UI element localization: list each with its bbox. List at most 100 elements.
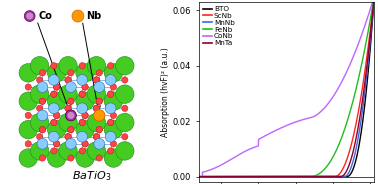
Circle shape: [39, 127, 46, 133]
Line: MnNb: MnNb: [199, 0, 374, 177]
Circle shape: [59, 142, 77, 160]
Circle shape: [76, 149, 94, 167]
Circle shape: [93, 134, 99, 140]
Circle shape: [37, 138, 48, 149]
Circle shape: [96, 98, 102, 104]
Circle shape: [37, 105, 43, 112]
MnTa: [282, 176, 286, 178]
FeNb: [367, 25, 371, 28]
Circle shape: [48, 75, 59, 85]
Circle shape: [122, 77, 128, 83]
Circle shape: [65, 77, 71, 83]
Circle shape: [65, 77, 71, 83]
Circle shape: [65, 134, 71, 140]
Circle shape: [47, 64, 66, 82]
Circle shape: [110, 84, 116, 90]
FeNb: [335, 148, 339, 150]
CoNb: [277, 128, 282, 130]
Circle shape: [51, 119, 57, 126]
CoNb: [367, 12, 372, 14]
Circle shape: [39, 98, 46, 104]
Circle shape: [68, 70, 74, 76]
Circle shape: [54, 141, 60, 147]
Circle shape: [93, 105, 99, 112]
Circle shape: [76, 120, 94, 139]
Circle shape: [94, 138, 105, 149]
Circle shape: [93, 105, 99, 112]
Circle shape: [82, 84, 88, 90]
Circle shape: [65, 138, 76, 149]
Circle shape: [37, 82, 48, 92]
Line: FeNb: FeNb: [199, 0, 374, 177]
Circle shape: [68, 155, 74, 161]
Circle shape: [59, 113, 77, 132]
Circle shape: [79, 63, 85, 69]
MnNb: [335, 176, 339, 178]
MnTa: [197, 176, 201, 178]
Circle shape: [59, 85, 77, 103]
Circle shape: [19, 120, 37, 139]
Circle shape: [104, 64, 123, 82]
Circle shape: [76, 64, 94, 82]
Circle shape: [68, 98, 74, 104]
ScNb: [205, 176, 210, 178]
Circle shape: [107, 91, 114, 97]
Circle shape: [47, 149, 66, 167]
Circle shape: [68, 127, 74, 133]
Circle shape: [93, 134, 99, 140]
BTO: [367, 60, 372, 63]
Circle shape: [107, 119, 114, 126]
Circle shape: [59, 56, 77, 75]
Circle shape: [68, 127, 74, 133]
Circle shape: [30, 56, 49, 75]
Circle shape: [65, 105, 71, 112]
Circle shape: [110, 141, 116, 147]
CoNb: [335, 89, 339, 92]
Circle shape: [51, 148, 57, 154]
Circle shape: [79, 119, 85, 126]
CoNb: [205, 170, 210, 172]
Circle shape: [25, 84, 31, 90]
Circle shape: [47, 92, 66, 110]
Circle shape: [110, 112, 116, 118]
Circle shape: [79, 91, 85, 97]
Circle shape: [87, 56, 105, 75]
Circle shape: [87, 113, 105, 132]
CoNb: [367, 12, 371, 14]
Circle shape: [30, 142, 49, 160]
Circle shape: [82, 112, 88, 118]
Circle shape: [105, 75, 116, 85]
Circle shape: [65, 110, 76, 121]
Circle shape: [51, 91, 57, 97]
Circle shape: [122, 105, 128, 112]
FeNb: [367, 25, 372, 27]
Line: CoNb: CoNb: [199, 0, 374, 177]
BTO: [367, 61, 371, 63]
Circle shape: [19, 149, 37, 167]
Circle shape: [76, 92, 94, 110]
MnNb: [282, 176, 286, 178]
Circle shape: [39, 98, 46, 104]
Circle shape: [54, 112, 60, 118]
Circle shape: [25, 141, 31, 147]
Line: ScNb: ScNb: [199, 0, 374, 177]
Circle shape: [116, 113, 134, 132]
Circle shape: [39, 70, 46, 76]
Circle shape: [54, 84, 60, 90]
Circle shape: [48, 131, 59, 142]
Circle shape: [54, 112, 60, 118]
Circle shape: [82, 84, 88, 90]
Circle shape: [104, 149, 123, 167]
BTO: [282, 176, 286, 178]
Circle shape: [37, 77, 43, 83]
Circle shape: [27, 13, 33, 19]
Circle shape: [30, 113, 49, 132]
Circle shape: [116, 85, 134, 103]
Circle shape: [68, 113, 74, 118]
Circle shape: [19, 92, 37, 110]
Text: Co: Co: [38, 11, 52, 21]
FeNb: [282, 176, 286, 178]
Circle shape: [37, 110, 48, 121]
FeNb: [205, 176, 210, 178]
Circle shape: [68, 98, 74, 104]
